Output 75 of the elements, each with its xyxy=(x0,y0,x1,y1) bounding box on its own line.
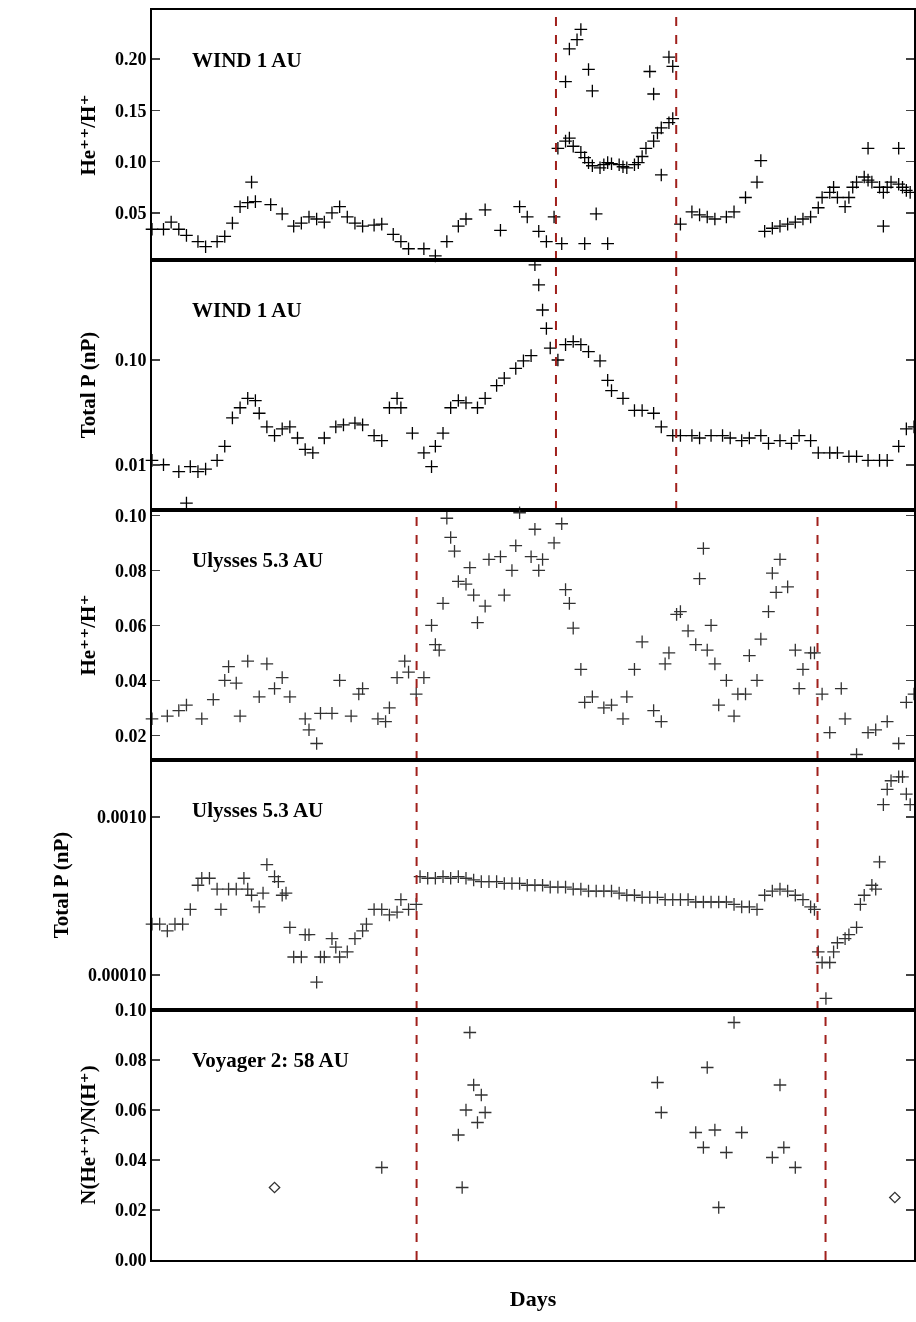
y-tick-label: 0.00 xyxy=(114,1250,147,1271)
point xyxy=(700,1060,715,1075)
point xyxy=(719,1145,734,1160)
point xyxy=(268,1181,281,1194)
point xyxy=(891,141,906,156)
point xyxy=(707,1123,722,1137)
point xyxy=(765,1150,780,1165)
y-tick-label: 0.04 xyxy=(114,1150,147,1171)
point xyxy=(665,59,680,74)
point xyxy=(589,206,604,221)
point xyxy=(478,1105,493,1120)
y-tick-label: 0.01 xyxy=(114,455,147,476)
annotation: Ulysses 5.3 AU xyxy=(192,548,324,572)
point xyxy=(581,62,596,77)
point xyxy=(642,64,657,79)
point xyxy=(470,1115,485,1130)
point xyxy=(776,1140,791,1155)
point xyxy=(562,41,577,56)
y-tick-label: 0.06 xyxy=(114,1100,147,1121)
point xyxy=(889,1191,901,1204)
point xyxy=(696,1140,711,1155)
point xyxy=(650,1075,665,1090)
point xyxy=(374,1160,389,1175)
annotation: Ulysses 5.3 AU xyxy=(192,798,324,822)
point xyxy=(727,1015,741,1030)
annotation: WIND 1 AU xyxy=(192,48,302,72)
y-axis-title: He⁺⁺/H⁺ xyxy=(75,594,100,676)
y-tick-label: 0.10 xyxy=(114,505,147,526)
point xyxy=(451,1128,466,1142)
y-tick-label: 0.10 xyxy=(114,151,147,172)
y-tick-label: 0.06 xyxy=(114,615,147,636)
y-tick-label: 0.00010 xyxy=(87,965,147,986)
y-tick-label: 0.04 xyxy=(114,670,147,691)
point xyxy=(577,236,592,251)
point xyxy=(711,1200,726,1215)
y-axis-title: Total P (nP) xyxy=(75,331,100,439)
point xyxy=(466,1078,481,1092)
point xyxy=(688,1125,703,1140)
point xyxy=(462,1025,477,1040)
y-tick-label: 0.10 xyxy=(114,1000,147,1021)
point xyxy=(554,236,569,251)
point xyxy=(585,83,600,98)
point xyxy=(861,141,875,156)
annotation: Voyager 2: 58 AU xyxy=(192,1048,349,1072)
point xyxy=(788,1160,803,1175)
y-tick-label: 0.02 xyxy=(114,725,147,746)
y-tick-label: 0.08 xyxy=(114,1050,147,1071)
point xyxy=(876,219,891,234)
point xyxy=(734,1125,749,1140)
point xyxy=(654,168,669,182)
point xyxy=(661,50,676,65)
point xyxy=(570,32,584,47)
y-tick-label: 0.20 xyxy=(114,49,147,70)
point xyxy=(558,74,573,89)
y-tick-label: 0.08 xyxy=(114,560,147,581)
annotation: WIND 1 AU xyxy=(192,298,302,322)
y-axis-title: N(He⁺⁺)/N(H⁺) xyxy=(75,1065,100,1205)
point xyxy=(773,1078,787,1092)
y-tick-label: 0.05 xyxy=(114,203,147,224)
y-tick-label: 0.0010 xyxy=(96,807,147,828)
point xyxy=(455,1180,470,1195)
y-tick-label: 0.10 xyxy=(114,350,147,371)
y-axis-title: Total P (nP) xyxy=(48,831,73,939)
x-axis-title: Days xyxy=(509,1286,557,1312)
point xyxy=(600,236,615,251)
point xyxy=(474,1088,489,1102)
y-tick-label: 0.15 xyxy=(114,100,147,121)
point xyxy=(654,1105,669,1120)
y-tick-label: 0.02 xyxy=(114,1200,147,1221)
point xyxy=(459,1103,473,1117)
point xyxy=(753,153,768,168)
point xyxy=(244,175,259,190)
y-axis-title: He⁺⁺/H⁺ xyxy=(75,94,100,176)
point xyxy=(573,22,588,37)
point xyxy=(646,87,661,101)
